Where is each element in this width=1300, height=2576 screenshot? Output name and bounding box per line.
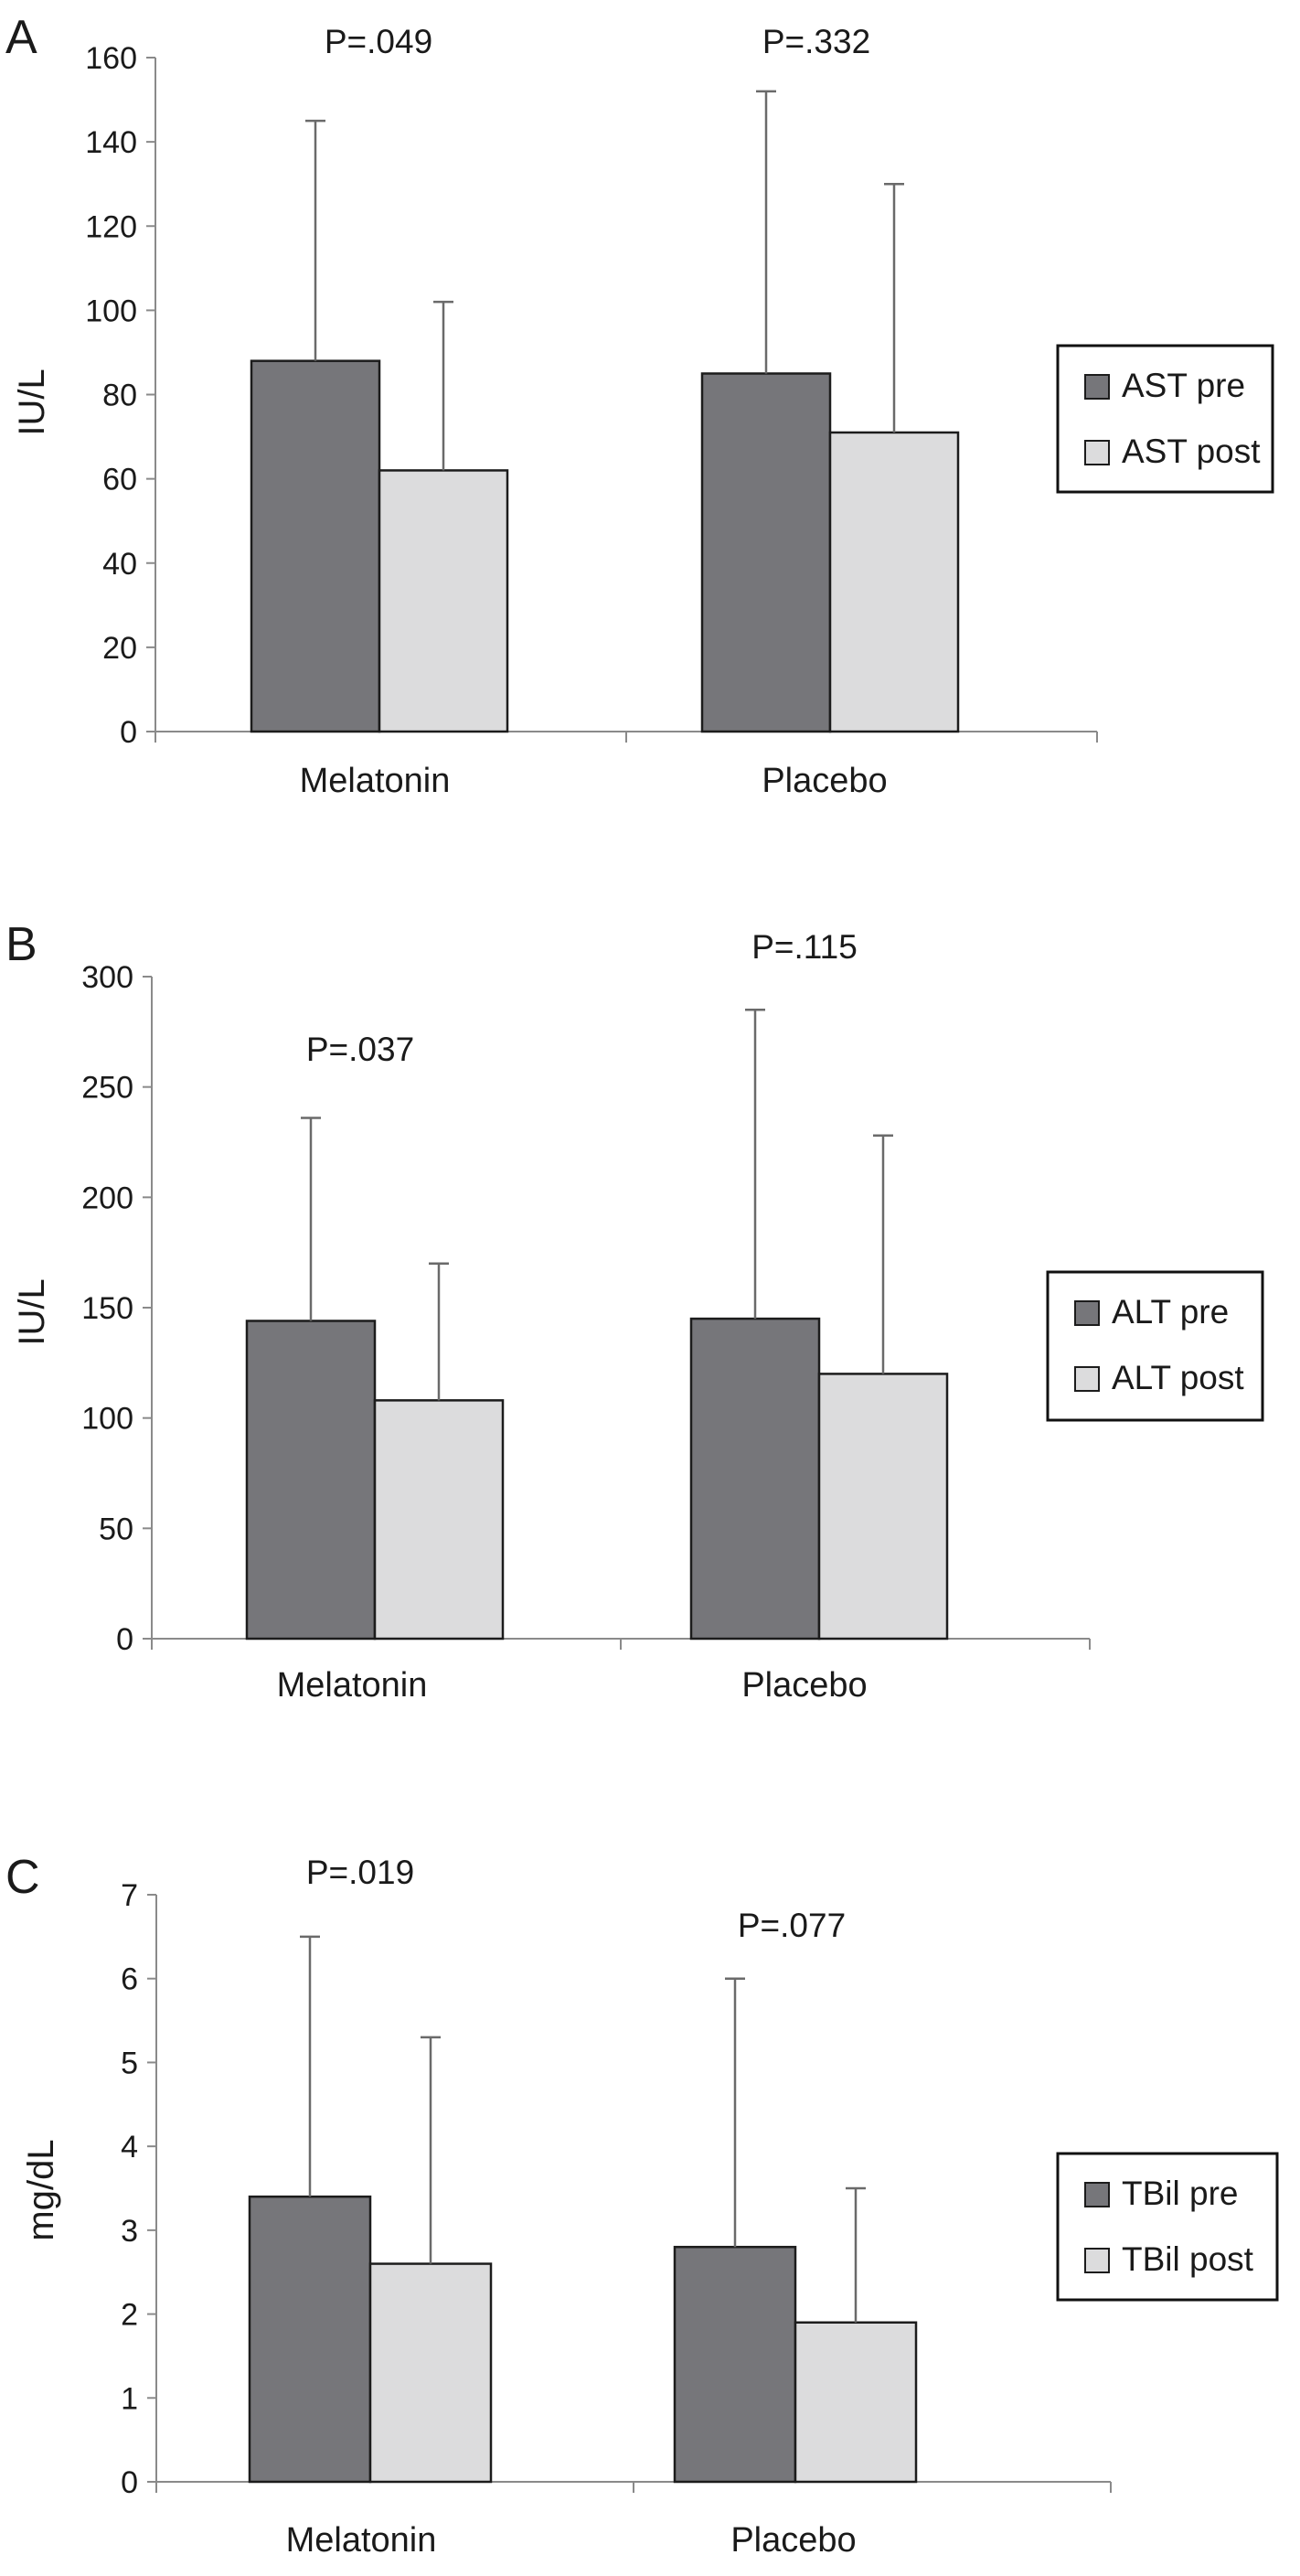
legend-label: ALT pre <box>1112 1293 1229 1331</box>
bar-post <box>373 1399 505 1641</box>
p-value-annotation: P=.332 <box>762 23 870 60</box>
bar-pre <box>673 2245 797 2484</box>
y-tick-label: 6 <box>121 1962 138 1997</box>
legend-label: ALT post <box>1112 1359 1244 1396</box>
y-tick-label: 0 <box>116 1622 133 1657</box>
p-value-annotation: P=.115 <box>751 928 858 966</box>
legend-swatch <box>1084 2248 1110 2273</box>
legend-box <box>1056 2152 1279 2302</box>
x-category-label: Melatonin <box>300 762 451 800</box>
p-value-annotation: P=.019 <box>306 1854 414 1891</box>
y-tick-label: 250 <box>81 1071 133 1106</box>
bar-post <box>378 469 509 733</box>
legend-label: AST post <box>1122 433 1261 470</box>
legend-label: AST pre <box>1122 367 1245 404</box>
y-tick-label: 5 <box>121 2046 138 2080</box>
y-tick-label: 7 <box>121 1878 138 1913</box>
bar-post <box>828 431 960 733</box>
bar-post <box>817 1373 949 1641</box>
p-value-annotation: P=.037 <box>306 1031 414 1068</box>
y-tick-label: 140 <box>85 125 137 160</box>
y-tick-label: 0 <box>120 715 137 750</box>
y-tick-label: 120 <box>85 209 137 244</box>
x-category-label: Placebo <box>741 1666 867 1705</box>
panel-b: B IU/L 0 50 100 150 200 250 300 Melatonin P=.037… <box>5 918 1264 1705</box>
x-category-label: Placebo <box>730 2521 856 2560</box>
y-tick-label: 100 <box>81 1402 133 1437</box>
x-category-label: Melatonin <box>286 2521 437 2560</box>
legend-label: TBil post <box>1122 2240 1254 2278</box>
legend-swatch <box>1074 1366 1100 1392</box>
y-tick-label: 0 <box>121 2465 138 2500</box>
y-axis-label: mg/dL <box>21 2139 61 2240</box>
bar-pre <box>248 2195 372 2484</box>
panel-c: C mg/dL 0 1 2 3 4 5 6 7 Melatonin P=.019 Placebo P=… <box>5 1851 1279 2560</box>
p-value-annotation: P=.049 <box>325 23 432 60</box>
y-tick-label: 40 <box>102 547 137 582</box>
y-tick-label: 300 <box>81 960 133 995</box>
legend-swatch <box>1084 440 1110 465</box>
y-tick-label: 1 <box>121 2381 138 2416</box>
y-tick-label: 100 <box>85 294 137 328</box>
y-tick-label: 150 <box>81 1291 133 1326</box>
bar-post <box>368 2262 493 2484</box>
y-tick-label: 20 <box>102 631 137 666</box>
panel-letter: A <box>5 11 37 64</box>
x-category-label: Placebo <box>762 762 887 800</box>
bar-post <box>794 2321 918 2484</box>
legend-box <box>1046 1270 1264 1422</box>
y-axis-label: IU/L <box>12 369 52 435</box>
bar-pre <box>250 359 381 733</box>
y-tick-label: 2 <box>121 2298 138 2333</box>
y-tick-label: 160 <box>85 41 137 76</box>
legend-label: TBil pre <box>1122 2175 1238 2212</box>
y-tick-label: 80 <box>102 379 137 413</box>
bar-pre <box>700 372 832 733</box>
y-tick-label: 200 <box>81 1181 133 1215</box>
legend-box <box>1056 344 1274 494</box>
y-axis-label: IU/L <box>12 1278 52 1345</box>
x-category-label: Melatonin <box>277 1666 428 1705</box>
legend-swatch <box>1084 374 1110 400</box>
panel-letter: B <box>5 918 37 971</box>
y-tick-label: 60 <box>102 463 137 497</box>
legend-swatch <box>1084 2182 1110 2207</box>
p-value-annotation: P=.077 <box>738 1907 846 1944</box>
legend-swatch <box>1074 1300 1100 1326</box>
y-tick-label: 3 <box>121 2214 138 2249</box>
panel-letter: C <box>5 1851 40 1904</box>
y-tick-label: 4 <box>121 2130 138 2164</box>
bar-pre <box>689 1317 821 1641</box>
panel-a: A IU/L 0 20 40 60 80 100 120 140 160 Melatonin P=.… <box>5 11 1274 800</box>
y-tick-label: 50 <box>99 1512 133 1546</box>
bar-pre <box>245 1320 377 1641</box>
